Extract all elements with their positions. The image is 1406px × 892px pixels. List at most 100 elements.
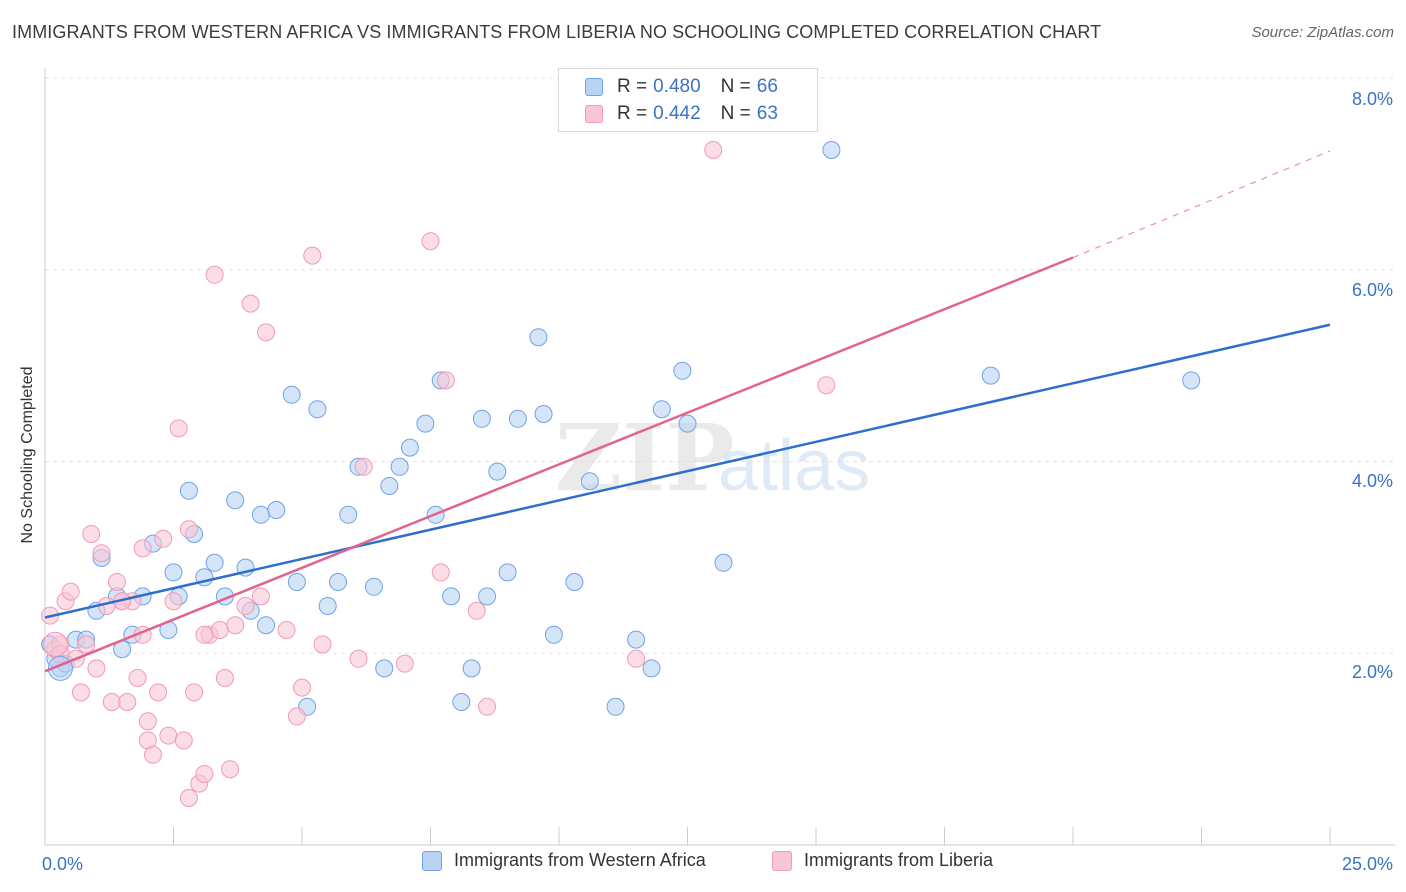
point-western-africa [390,457,409,476]
point-western-africa [400,438,419,457]
chart-title: IMMIGRANTS FROM WESTERN AFRICA VS IMMIGR… [12,22,1102,42]
point-liberia [215,669,234,687]
point-liberia [436,371,455,390]
y-tick-label: 6.0% [1352,280,1393,300]
legend-row-liberia: R = 0.442 N = 63 [585,102,778,126]
point-liberia [277,621,296,639]
point-western-africa [822,141,841,159]
point-western-africa [179,481,198,500]
point-liberia [149,683,168,702]
x-tick-label: 25.0% [1342,854,1393,874]
point-western-africa [580,472,599,491]
point-western-africa [678,414,697,433]
point-western-africa [164,563,183,582]
point-liberia [107,573,126,591]
point-liberia [236,597,255,615]
point-liberia [627,649,646,668]
point-western-africa [287,573,306,591]
legend-n-label: N = [720,103,751,124]
point-liberia [164,592,183,611]
point-liberia [287,707,306,726]
y-tick-label: 8.0% [1352,89,1393,109]
point-liberia [61,582,80,601]
point-liberia [210,621,229,639]
point-western-africa [534,405,553,423]
point-liberia [133,539,152,558]
point-western-africa [318,597,337,615]
point-western-africa [627,630,646,649]
tick-labels: 2.0% 4.0% 6.0% 8.0% 0.0% 25.0% [42,89,1393,874]
axes [44,68,1395,846]
point-western-africa [380,477,399,495]
point-liberia [169,419,188,438]
point-liberia [195,625,214,644]
watermark-atlas: atlas [718,426,870,506]
point-western-africa [565,573,584,591]
point-liberia [395,654,414,673]
legend-label-western-africa: Immigrants from Western Africa [454,850,706,870]
legend-r-value: 0.442 [653,103,701,124]
point-western-africa [416,414,435,433]
source-label: Source: ZipAtlas.com [1251,24,1394,41]
point-liberia [82,525,101,543]
point-liberia [431,563,450,582]
legend-label-liberia: Immigrants from Liberia [804,850,994,870]
point-liberia [704,141,723,159]
point-liberia [77,635,96,654]
legend-n-value: 66 [756,76,778,97]
point-liberia [349,649,368,668]
point-liberia [179,520,198,539]
legend-swatch-western-africa [422,850,442,871]
point-western-africa [478,587,497,606]
point-western-africa [462,659,481,678]
legend-swatch-liberia [585,105,603,123]
point-liberia [71,683,90,702]
point-liberia [467,601,486,620]
point-liberia [42,631,68,657]
point-western-africa [714,553,733,572]
point-liberia [241,294,260,313]
trend-lines [44,150,1331,673]
legend-row-western-africa: R = 0.480 N = 66 [585,75,778,99]
point-liberia [421,232,440,251]
point-western-africa [205,553,224,572]
point-liberia [185,683,204,702]
point-liberia [205,265,224,284]
point-western-africa [308,400,327,419]
point-liberia [154,529,173,548]
point-western-africa [642,659,661,678]
point-liberia [221,760,240,779]
legend-item-western-africa[interactable]: Immigrants from Western Africa [422,850,706,871]
point-western-africa [529,328,548,347]
legend-n-value: 63 [756,103,778,124]
point-western-africa [257,616,276,635]
trend-line-liberia-extension [1072,150,1331,259]
point-western-africa [498,563,517,582]
point-western-africa [472,409,491,428]
point-liberia [138,712,157,731]
point-western-africa [267,501,286,519]
point-liberia [817,376,836,395]
point-liberia [143,745,162,764]
point-liberia [303,246,322,265]
point-western-africa [488,462,507,481]
correlation-legend: R = 0.480 N = 66 R = 0.442 N = 63 [558,68,818,132]
point-liberia [159,726,178,745]
point-liberia [118,693,137,711]
point-western-africa [544,625,563,644]
watermark: ZIP atlas [555,404,870,512]
point-liberia [313,635,332,654]
point-liberia [478,697,497,716]
legend-n-label: N = [720,76,751,97]
legend-swatch-western-africa [585,78,603,96]
point-liberia [179,789,198,807]
point-western-africa [339,505,358,524]
point-liberia [195,765,214,783]
point-liberia [354,457,373,476]
point-liberia [174,731,193,750]
point-western-africa [282,385,301,404]
point-liberia [102,693,121,711]
point-western-africa [364,577,383,596]
point-liberia [251,587,270,606]
legend-item-liberia[interactable]: Immigrants from Liberia [772,850,993,871]
